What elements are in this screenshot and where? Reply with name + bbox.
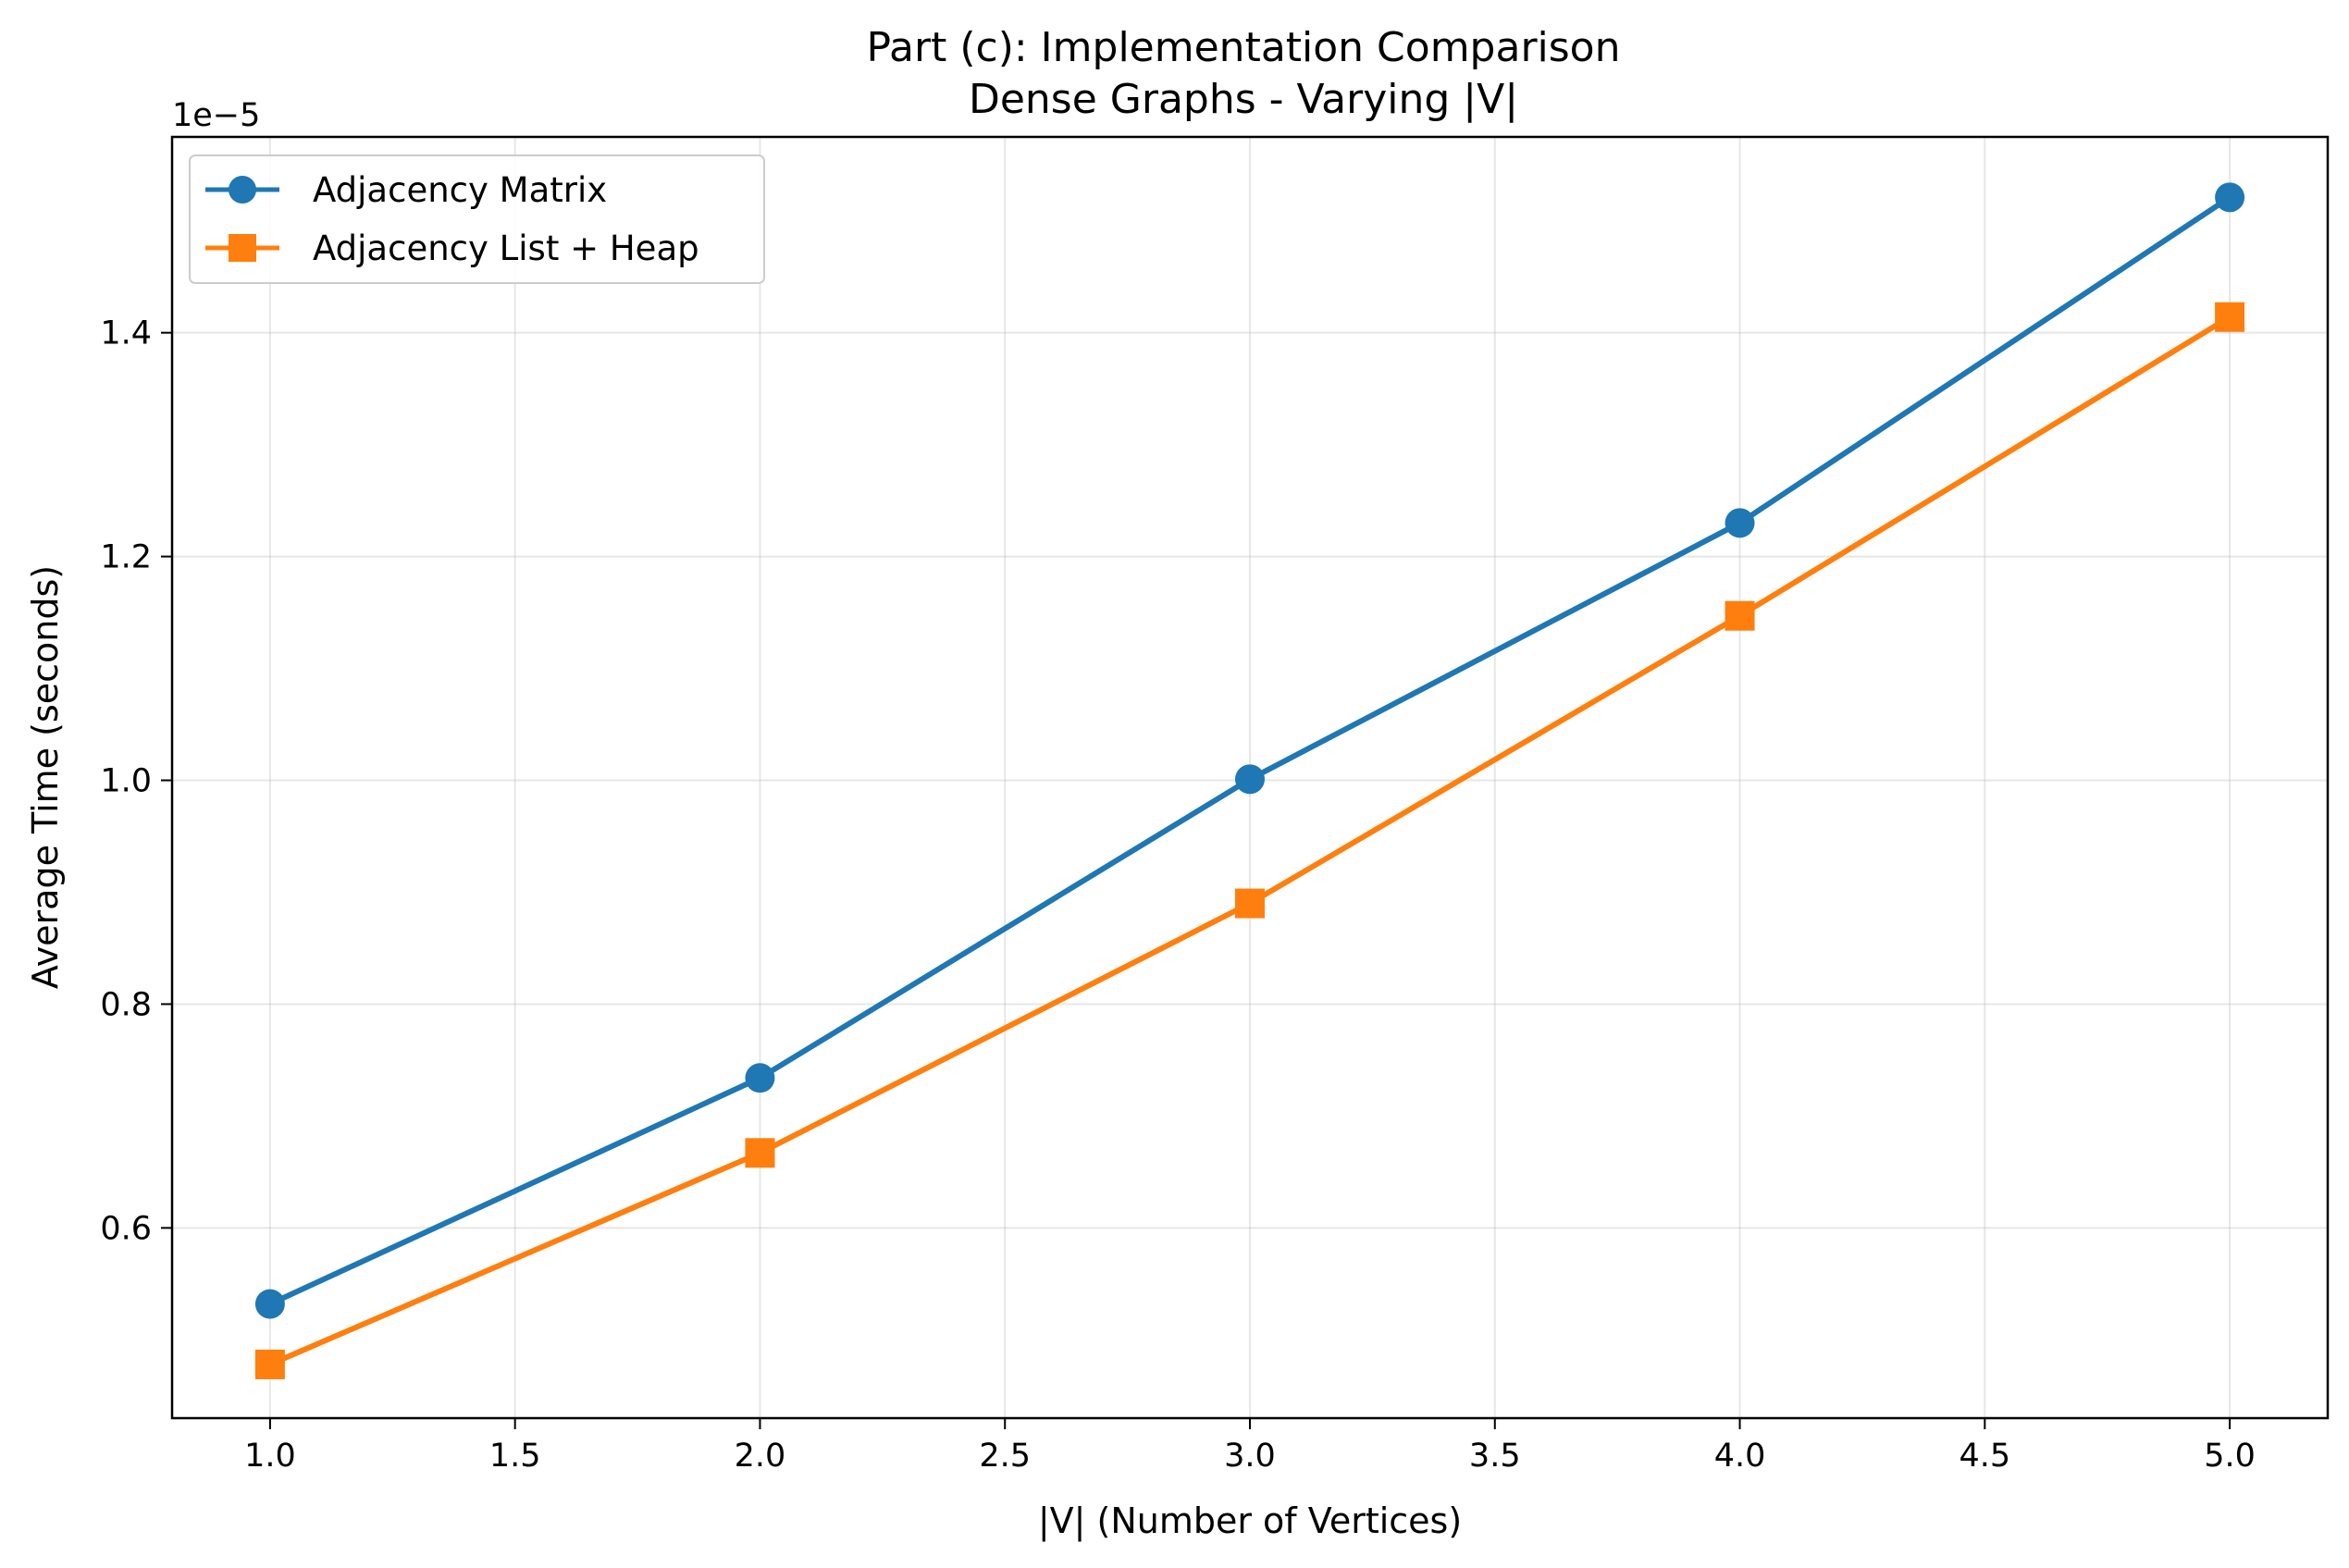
y-tick-label: 1.2	[100, 539, 152, 576]
series-layer	[254, 182, 2245, 1379]
x-tick-label: 3.0	[1224, 1438, 1276, 1475]
y-tick-label: 0.6	[100, 1210, 152, 1247]
legend-marker-adjacency-matrix	[229, 176, 256, 204]
data-point-adjacency-list-heap	[254, 1349, 285, 1379]
x-tick-label: 1.0	[244, 1438, 296, 1475]
data-point-adjacency-list-heap	[1235, 888, 1265, 919]
y-offset-label: 1e−5	[172, 97, 260, 134]
x-tick-label: 2.0	[735, 1438, 786, 1475]
legend-marker-adjacency-list-heap	[229, 234, 256, 262]
data-point-adjacency-list-heap	[2215, 302, 2245, 332]
data-point-adjacency-matrix	[745, 1063, 775, 1093]
x-tick-label: 4.5	[1959, 1438, 2010, 1475]
chart-title: Part (c): Implementation Comparison	[867, 24, 1621, 71]
y-tick-label: 0.8	[100, 986, 152, 1023]
legend-label-adjacency-matrix: Adjacency Matrix	[313, 170, 607, 210]
legend: Adjacency Matrix Adjacency List + Heap	[189, 154, 765, 284]
data-point-adjacency-matrix	[1725, 508, 1755, 538]
x-tick-label: 1.5	[489, 1438, 541, 1475]
y-tick-label: 1.4	[100, 315, 152, 352]
grid	[172, 137, 2328, 1418]
data-point-adjacency-matrix	[1235, 764, 1265, 795]
x-tick-label: 3.5	[1469, 1438, 1521, 1475]
x-tick-label: 4.0	[1714, 1438, 1766, 1475]
plot-frame	[170, 135, 2330, 1420]
x-tick-label: 2.5	[979, 1438, 1031, 1475]
x-axis-ticks: 1.0 1.5 2.0 2.5 3.0 3.5 4.0 4.5 5.0	[244, 1418, 2256, 1475]
data-point-adjacency-list-heap	[1725, 600, 1755, 631]
data-point-adjacency-list-heap	[745, 1138, 775, 1168]
y-axis-label: Average Time (seconds)	[25, 565, 66, 989]
y-tick-label: 1.0	[100, 763, 152, 800]
chart-subtitle: Dense Graphs - Varying |V|	[969, 76, 1518, 123]
data-point-adjacency-matrix	[2215, 182, 2245, 213]
x-tick-label: 5.0	[2204, 1438, 2256, 1475]
data-point-adjacency-matrix	[254, 1289, 285, 1319]
y-axis-ticks: 0.6 0.8 1.0 1.2 1.4	[100, 315, 172, 1247]
legend-label-adjacency-list-heap: Adjacency List + Heap	[313, 228, 699, 268]
x-axis-label: |V| (Number of Vertices)	[1038, 1500, 1462, 1542]
legend-box	[189, 154, 765, 284]
